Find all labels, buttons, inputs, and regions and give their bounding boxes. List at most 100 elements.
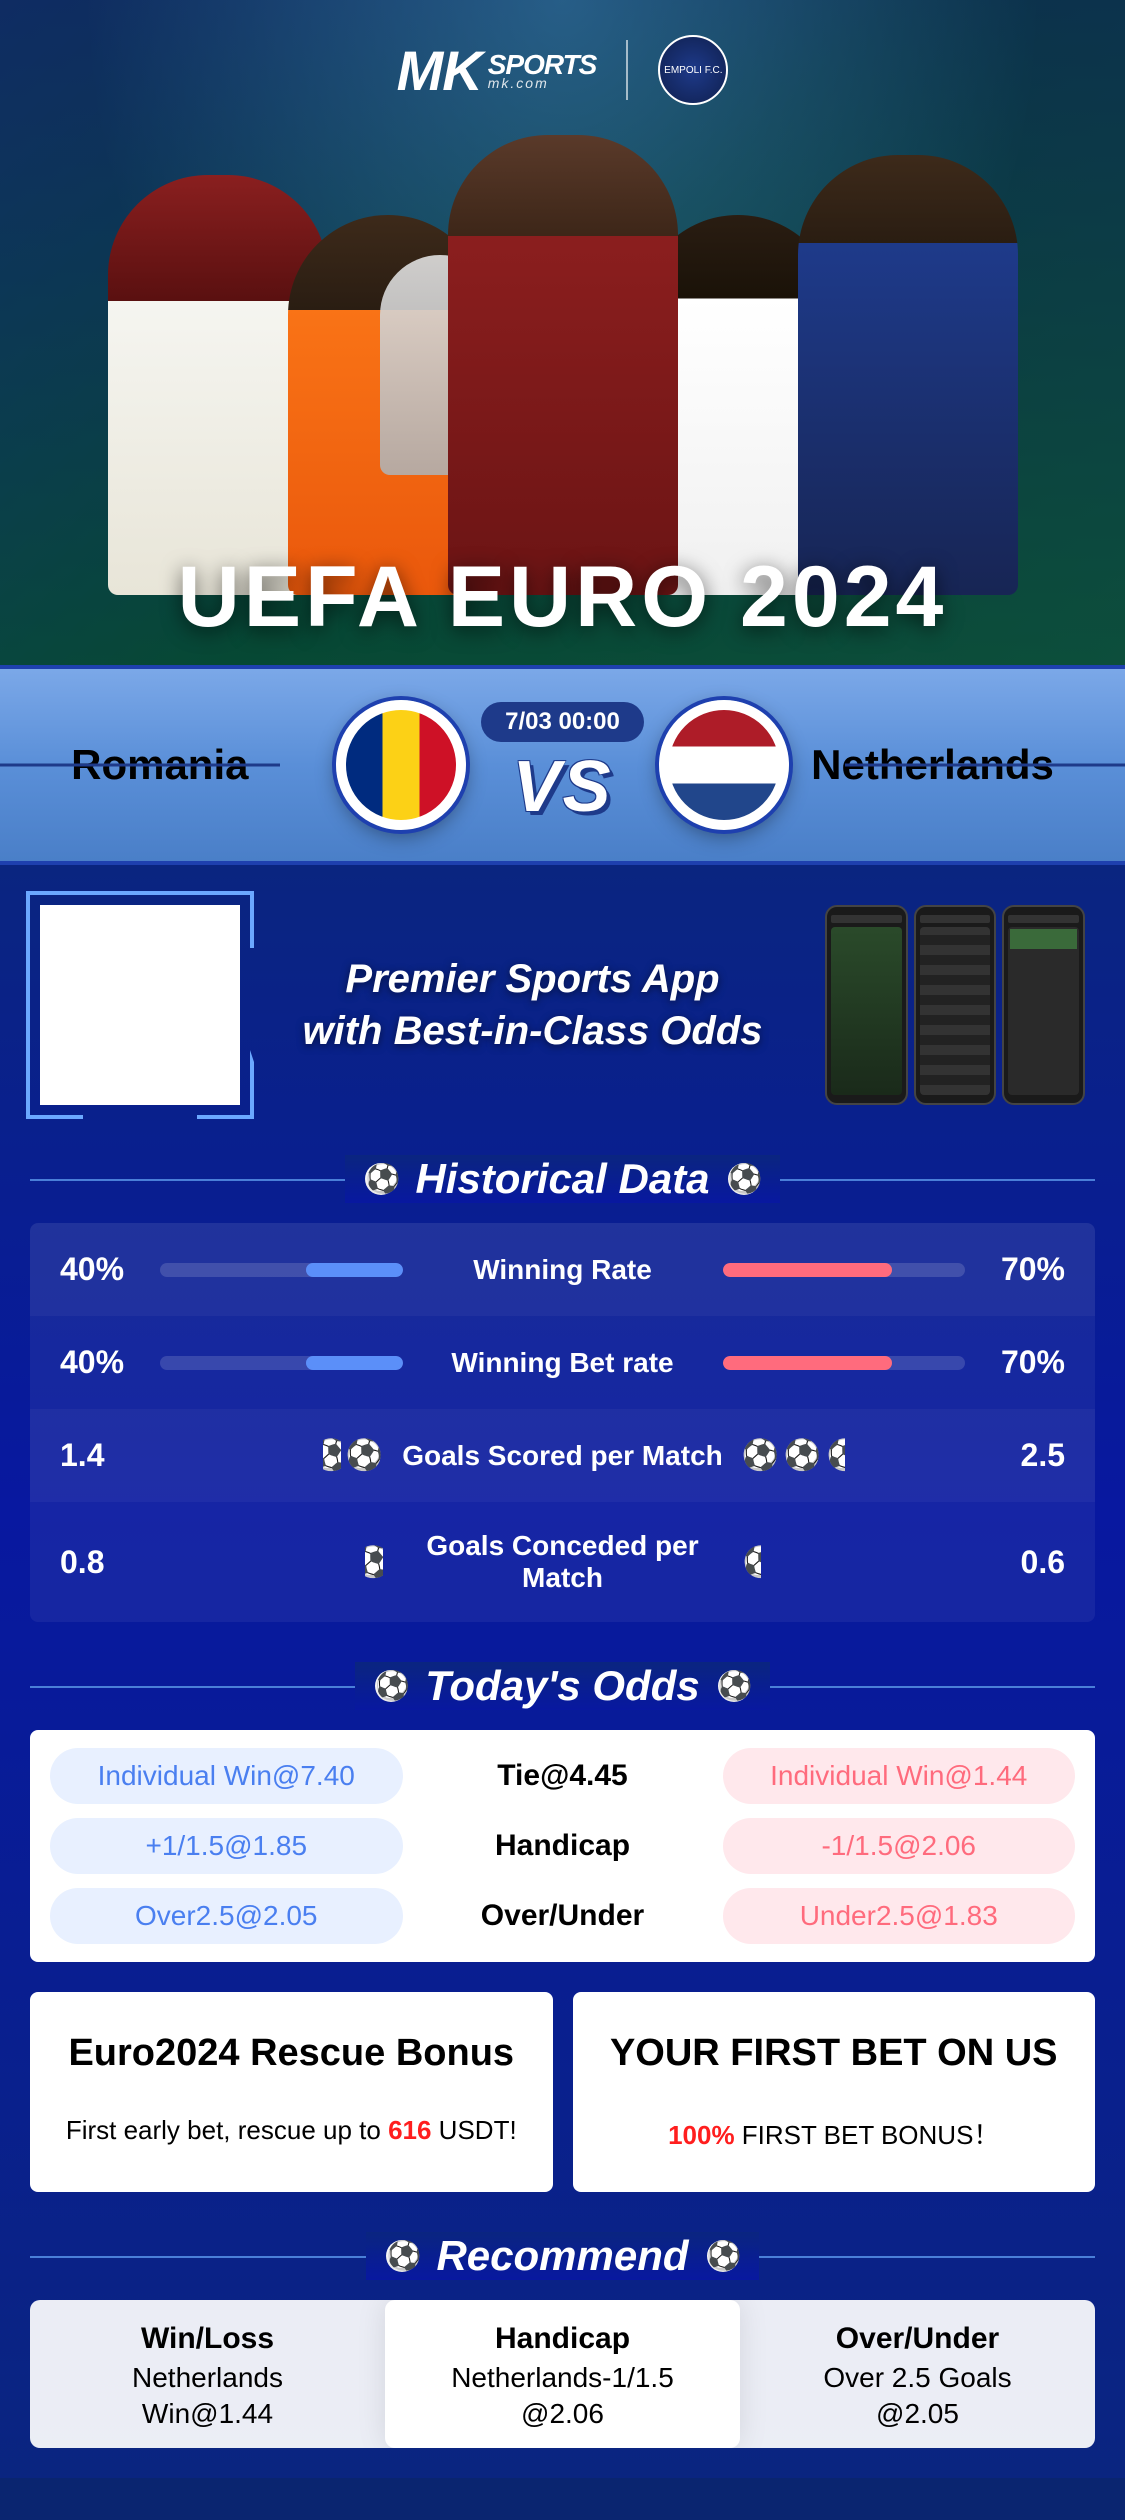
stat-bar-right — [723, 1356, 966, 1370]
goal-ball-icon: ⚽ — [347, 1438, 383, 1474]
player-silhouette — [798, 155, 1018, 595]
app-screenshots — [825, 905, 1085, 1105]
promo-line2: with Best-in-Class Odds — [302, 1009, 762, 1053]
recommend-odds: @2.05 — [750, 2398, 1085, 2430]
stat-row: 40% Winning Bet rate 70% — [30, 1316, 1095, 1409]
recommend-panel: Win/Loss Netherlands Win@1.44 Handicap N… — [30, 2300, 1095, 2448]
bonus-card[interactable]: Euro2024 Rescue Bonus First early bet, r… — [30, 1992, 553, 2192]
stat-label: Goals Scored per Match — [383, 1440, 743, 1472]
soccer-ball-icon — [375, 1670, 407, 1702]
team-left-name: Romania — [41, 741, 321, 789]
hero-title: UEFA EURO 2024 — [178, 548, 948, 647]
vs-label: VS — [512, 746, 612, 828]
player-silhouette — [448, 135, 678, 595]
stat-label: Winning Rate — [403, 1254, 723, 1286]
soccer-ball-icon — [728, 1163, 760, 1195]
bonus-title: YOUR FIRST BET ON US — [603, 2032, 1066, 2075]
stat-row: 1.4 ⚽⚽ Goals Scored per Match ⚽⚽⚽ 2.5 — [30, 1409, 1095, 1502]
stat-right-value: 0.6 — [965, 1544, 1065, 1581]
stat-left-value: 1.4 — [60, 1437, 160, 1474]
promo-headline: Premier Sports App with Best-in-Class Od… — [270, 953, 795, 1057]
soccer-ball-icon — [365, 1163, 397, 1195]
stat-right-value: 70% — [965, 1251, 1065, 1288]
flag-left-icon — [336, 700, 466, 830]
recommend-column[interactable]: Over/Under Over 2.5 Goals @2.05 — [740, 2300, 1095, 2448]
odds-row: Over2.5@2.05 Over/Under Under2.5@1.83 — [50, 1888, 1075, 1944]
stat-row: 0.8 ⚽ Goals Conceded per Match ⚽ 0.6 — [30, 1502, 1095, 1622]
vs-block: 7/03 00:00 VS — [481, 702, 644, 828]
stat-label: Winning Bet rate — [403, 1347, 723, 1379]
odds-row: +1/1.5@1.85 Handicap -1/1.5@2.06 — [50, 1818, 1075, 1874]
hero-banner: MK SPORTS mk.com EMPOLI F.C. UEFA EURO 2… — [0, 0, 1125, 665]
section-title: Recommend — [436, 2232, 688, 2280]
match-datetime: 7/03 00:00 — [481, 702, 644, 742]
recommend-pick: Netherlands-1/1.5 — [395, 2362, 730, 2394]
recommend-pick: Netherlands — [40, 2362, 375, 2394]
stat-left-value: 0.8 — [60, 1544, 160, 1581]
section-header-historical: Historical Data — [30, 1155, 1095, 1203]
stat-row: 40% Winning Rate 70% — [30, 1223, 1095, 1316]
goal-ball-half-icon: ⚽ — [827, 1438, 845, 1474]
odds-row: Individual Win@7.40 Tie@4.45 Individual … — [50, 1748, 1075, 1804]
goals-left: ⚽⚽ — [160, 1438, 383, 1474]
goal-ball-half-icon: ⚽ — [323, 1438, 341, 1474]
odds-right-pill[interactable]: -1/1.5@2.06 — [723, 1818, 1076, 1874]
stat-right-value: 2.5 — [965, 1437, 1065, 1474]
soccer-ball-icon — [386, 2240, 418, 2272]
bonus-subtitle: 100% FIRST BET BONUS！ — [603, 2115, 1066, 2152]
odds-right-pill[interactable]: Under2.5@1.83 — [723, 1888, 1076, 1944]
bonus-subtitle: First early bet, rescue up to 616 USDT! — [60, 2115, 523, 2146]
section-header-recommend: Recommend — [30, 2232, 1095, 2280]
recommend-title: Handicap — [395, 2322, 730, 2356]
club-badge-text: EMPOLI F.C. — [664, 65, 722, 76]
section-title: Historical Data — [415, 1155, 709, 1203]
stat-label: Goals Conceded per Match — [383, 1530, 743, 1594]
goal-ball-icon: ⚽ — [785, 1438, 821, 1474]
brand-logo: MK SPORTS mk.com — [397, 38, 597, 103]
phone-mockup — [1002, 905, 1085, 1105]
phone-mockup — [825, 905, 908, 1105]
section-header-odds: Today's Odds — [30, 1662, 1095, 1710]
flag-right-icon — [659, 700, 789, 830]
goals-right: ⚽⚽⚽ — [743, 1438, 966, 1474]
odds-left-pill[interactable]: +1/1.5@1.85 — [50, 1818, 403, 1874]
goals-left: ⚽ — [160, 1544, 383, 1580]
stat-bar-left — [160, 1263, 403, 1277]
stat-bar-right — [723, 1263, 966, 1277]
phone-mockup — [914, 905, 997, 1105]
odds-right-pill[interactable]: Individual Win@1.44 — [723, 1748, 1076, 1804]
stat-left-value: 40% — [60, 1344, 160, 1381]
recommend-title: Over/Under — [750, 2322, 1085, 2356]
main-body: Premier Sports App with Best-in-Class Od… — [0, 865, 1125, 2478]
brand-domain: mk.com — [488, 75, 597, 91]
team-right-name: Netherlands — [804, 741, 1084, 789]
odds-center-label: Over/Under — [423, 1899, 703, 1933]
recommend-odds: @2.06 — [395, 2398, 730, 2430]
stat-right-value: 70% — [965, 1344, 1065, 1381]
club-badge: EMPOLI F.C. — [658, 35, 728, 105]
odds-center-label: Tie@4.45 — [423, 1759, 703, 1793]
bonus-row: Euro2024 Rescue Bonus First early bet, r… — [30, 1992, 1095, 2192]
recommend-title: Win/Loss — [40, 2322, 375, 2356]
brand-row: MK SPORTS mk.com EMPOLI F.C. — [397, 35, 729, 105]
odds-center-label: Handicap — [423, 1829, 703, 1863]
promo-line1: Premier Sports App — [345, 957, 719, 1001]
stat-left-value: 40% — [60, 1251, 160, 1288]
soccer-ball-icon — [718, 1670, 750, 1702]
bonus-title: Euro2024 Rescue Bonus — [60, 2032, 523, 2075]
odds-panel: Individual Win@7.40 Tie@4.45 Individual … — [30, 1730, 1095, 1962]
section-title: Today's Odds — [425, 1662, 699, 1710]
bonus-card[interactable]: YOUR FIRST BET ON US 100% FIRST BET BONU… — [573, 1992, 1096, 2192]
recommend-odds: Win@1.44 — [40, 2398, 375, 2430]
goal-ball-icon: ⚽ — [743, 1438, 779, 1474]
odds-left-pill[interactable]: Over2.5@2.05 — [50, 1888, 403, 1944]
odds-left-pill[interactable]: Individual Win@7.40 — [50, 1748, 403, 1804]
recommend-column[interactable]: Win/Loss Netherlands Win@1.44 — [30, 2300, 385, 2448]
historical-stats-panel: 40% Winning Rate 70% 40% Winning Bet rat… — [30, 1223, 1095, 1622]
recommend-column[interactable]: Handicap Netherlands-1/1.5 @2.06 — [385, 2300, 740, 2448]
goal-ball-half-icon: ⚽ — [743, 1544, 761, 1580]
brand-divider — [626, 40, 628, 100]
promo-row: Premier Sports App with Best-in-Class Od… — [30, 895, 1095, 1115]
qr-code[interactable] — [40, 905, 240, 1105]
stat-bar-left — [160, 1356, 403, 1370]
